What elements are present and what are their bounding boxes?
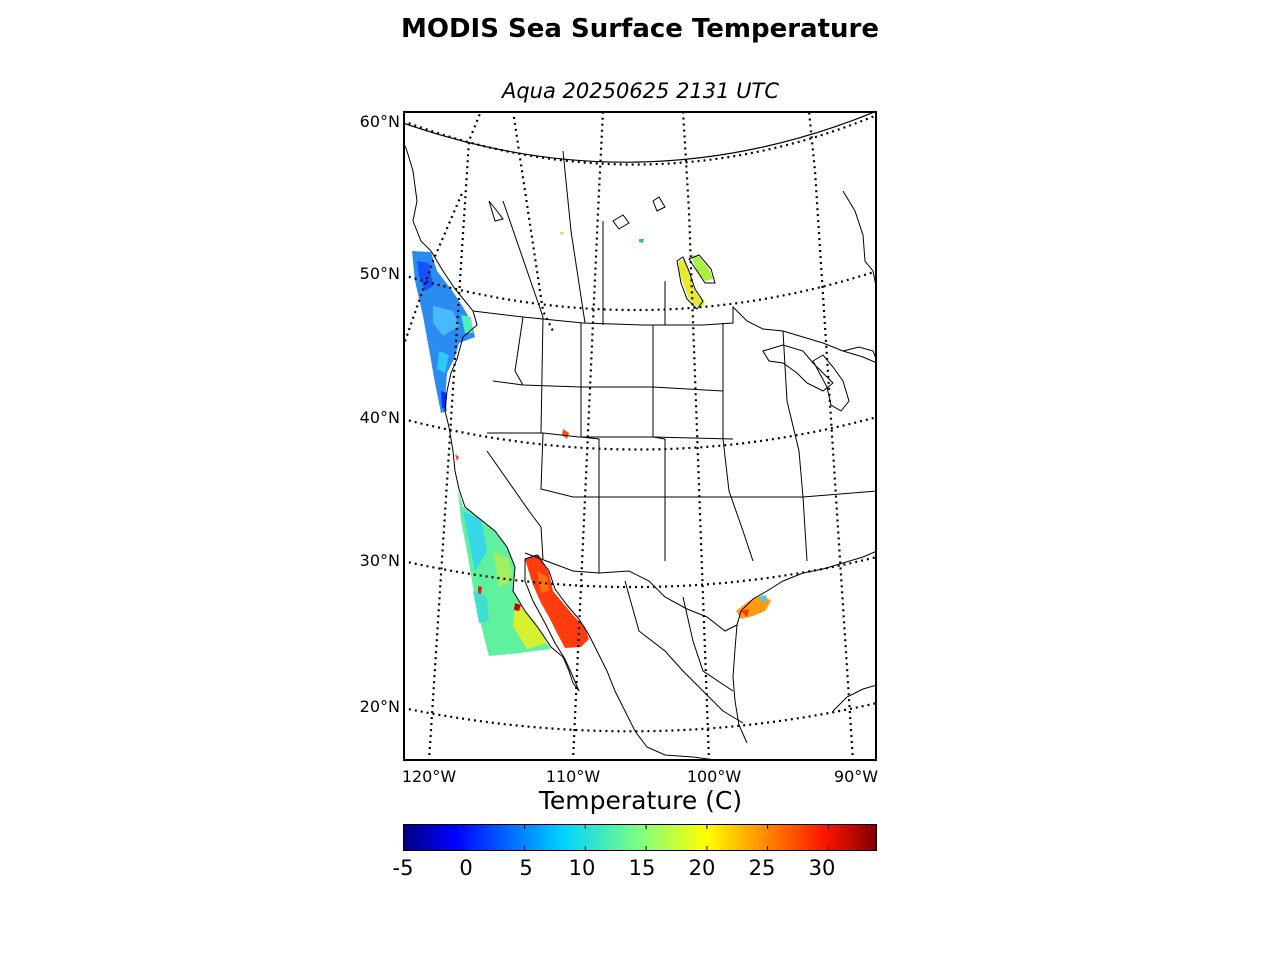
lat-label-60: 60°N bbox=[359, 112, 400, 131]
lon-label-90w: 90°W bbox=[833, 767, 879, 786]
figure-title: MODIS Sea Surface Temperature bbox=[401, 14, 879, 44]
colorbar-tick: 20 bbox=[688, 856, 716, 880]
colorbar-tick: -5 bbox=[392, 856, 414, 880]
colorbar-title: Temperature (C) bbox=[538, 786, 743, 815]
sst-data-layer bbox=[412, 232, 771, 656]
colorbar-tick: 30 bbox=[808, 856, 836, 880]
sst-lake-winnipeg bbox=[691, 254, 713, 281]
lat-label-40: 40°N bbox=[359, 408, 400, 427]
colorbar-tick: 10 bbox=[568, 856, 596, 880]
lon-label-100w: 100°W bbox=[686, 767, 742, 786]
sst-map bbox=[403, 111, 877, 761]
lon-label-110w: 110°W bbox=[545, 767, 601, 786]
colorbar bbox=[403, 824, 877, 851]
lat-label-50: 50°N bbox=[359, 264, 400, 283]
colorbar-tick: 5 bbox=[519, 856, 533, 880]
colorbar-tick: 15 bbox=[628, 856, 656, 880]
graticule bbox=[403, 111, 877, 761]
lat-label-30: 30°N bbox=[359, 551, 400, 570]
lon-label-120w: 120°W bbox=[401, 767, 457, 786]
lat-label-20: 20°N bbox=[359, 697, 400, 716]
colorbar-tick: 0 bbox=[459, 856, 473, 880]
colorbar-tick: 25 bbox=[748, 856, 776, 880]
figure-subtitle: Aqua 20250625 2131 UTC bbox=[501, 79, 780, 103]
coastlines-and-borders bbox=[403, 140, 877, 761]
